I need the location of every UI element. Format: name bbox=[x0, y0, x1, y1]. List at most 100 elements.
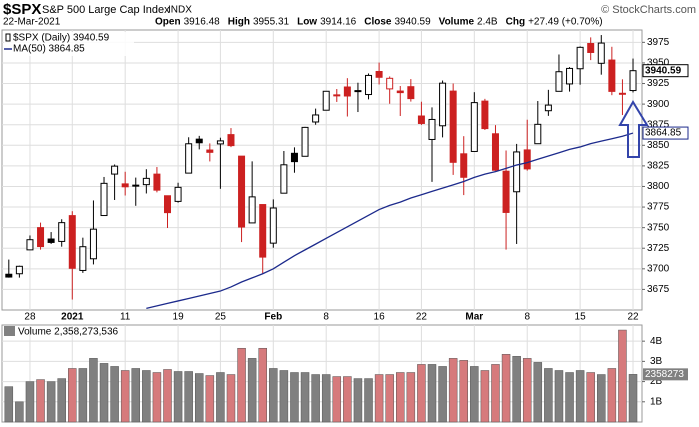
volume-bar bbox=[417, 364, 426, 423]
legend-price: $SPX (Daily) 3940.59 bbox=[13, 33, 110, 44]
volume-bar bbox=[279, 370, 289, 423]
stat-label: Close bbox=[364, 17, 392, 28]
y-tick-label: 3900 bbox=[647, 99, 670, 110]
volume-bar bbox=[618, 329, 627, 423]
volume-bar bbox=[438, 366, 447, 423]
candle-body bbox=[132, 184, 140, 187]
volume-bar bbox=[226, 374, 236, 423]
stat-label: Volume bbox=[439, 17, 475, 28]
candle-body bbox=[629, 70, 637, 92]
x-tick-label: Mar bbox=[465, 312, 483, 323]
y-tick-label: 2B bbox=[650, 376, 663, 387]
close-marker-box bbox=[642, 64, 689, 78]
candle-body bbox=[142, 177, 150, 186]
candle-body bbox=[597, 42, 605, 64]
candle-body bbox=[365, 74, 373, 96]
candle-body bbox=[449, 90, 457, 163]
candle-body bbox=[386, 77, 394, 90]
stat-value: 3940.59 bbox=[394, 17, 431, 28]
x-tick-label: 16 bbox=[374, 312, 386, 323]
volume-bar bbox=[522, 358, 532, 423]
y-tick-label: 3675 bbox=[647, 284, 670, 295]
candle-body bbox=[206, 149, 214, 153]
y-tick-label: 3800 bbox=[647, 181, 670, 192]
stat-label: Low bbox=[297, 17, 317, 28]
volume-bar bbox=[554, 370, 564, 423]
stat-value: 3914.16 bbox=[320, 17, 357, 28]
candle-body bbox=[513, 151, 521, 193]
candle-body bbox=[153, 173, 161, 191]
candle-body bbox=[301, 126, 309, 157]
candle-body bbox=[164, 195, 171, 214]
x-tick-label: 28 bbox=[24, 312, 36, 323]
volume-marker-box bbox=[643, 368, 688, 381]
y-tick-label: 3975 bbox=[647, 37, 670, 48]
ma-marker-box bbox=[642, 126, 689, 140]
candle-body bbox=[216, 140, 224, 145]
candle-body bbox=[587, 43, 595, 53]
stat-value: +27.49 (+0.70%) bbox=[528, 17, 603, 28]
candle-body bbox=[375, 70, 383, 78]
candle-body bbox=[491, 133, 499, 171]
candle-body bbox=[481, 100, 489, 130]
y-tick-label: 3950 bbox=[647, 58, 670, 69]
volume-bar bbox=[565, 372, 574, 423]
candle-body bbox=[68, 215, 76, 269]
volume-bar bbox=[597, 374, 606, 423]
candle-body bbox=[608, 59, 616, 92]
y-tick-label: 4B bbox=[650, 336, 663, 347]
index-name: S&P 500 Large Cap Index bbox=[42, 4, 170, 16]
candle-body bbox=[37, 227, 45, 248]
candle-body bbox=[290, 152, 298, 163]
volume-bar bbox=[131, 368, 141, 423]
stat-label: Chg bbox=[506, 17, 525, 28]
volume-bar bbox=[4, 386, 14, 423]
volume-bar bbox=[36, 379, 45, 423]
date: 22-Mar-2021 bbox=[3, 17, 61, 28]
volume-bar bbox=[321, 374, 331, 423]
candle-body bbox=[79, 246, 87, 271]
copyright: © StockCharts.com bbox=[601, 4, 696, 16]
y-tick-label: 3750 bbox=[647, 222, 670, 233]
stats: Open 3916.48 High 3955.31 Low 3914.16 Close 394… bbox=[155, 17, 603, 28]
y-tick-label: 3925 bbox=[647, 78, 670, 89]
volume-bar bbox=[533, 362, 543, 423]
candle-body bbox=[185, 143, 193, 174]
x-tick-label: 25 bbox=[215, 312, 227, 323]
volume-bar bbox=[501, 354, 511, 423]
candle-body bbox=[312, 114, 320, 123]
candle-body bbox=[259, 204, 267, 258]
volume-bar bbox=[258, 347, 267, 423]
volume-bar bbox=[46, 381, 56, 423]
candle-body bbox=[470, 102, 478, 152]
volume-bar bbox=[459, 360, 468, 423]
candle-body bbox=[502, 170, 510, 213]
volume-bar bbox=[269, 368, 278, 423]
volume-bar bbox=[237, 347, 246, 423]
y-tick-label: 3825 bbox=[647, 161, 670, 172]
volume-bar bbox=[173, 371, 183, 423]
stat-label: Open bbox=[155, 17, 181, 28]
volume-bar bbox=[205, 375, 215, 423]
stat-label: High bbox=[228, 17, 250, 28]
volume-bar bbox=[385, 374, 394, 423]
candle-body bbox=[523, 149, 531, 170]
candle-body bbox=[111, 165, 119, 175]
volume-bar bbox=[194, 373, 204, 423]
x-tick-label: 8 bbox=[524, 312, 530, 323]
volume-bar bbox=[628, 374, 638, 423]
volume-bar bbox=[25, 381, 35, 423]
candle-body bbox=[618, 92, 626, 95]
candle-body bbox=[100, 182, 108, 217]
volume-bar bbox=[99, 363, 109, 423]
volume-bar bbox=[332, 376, 342, 423]
y-tick-label: 1B bbox=[650, 396, 663, 407]
candle-body bbox=[544, 104, 552, 112]
annotation-arrow bbox=[618, 100, 649, 158]
volume-bar bbox=[343, 376, 352, 423]
candle-body bbox=[5, 273, 13, 278]
volume-bar bbox=[247, 358, 257, 423]
close-marker: 3940.59 bbox=[645, 65, 682, 76]
candle-body bbox=[576, 46, 584, 70]
legend-bg bbox=[4, 32, 134, 56]
